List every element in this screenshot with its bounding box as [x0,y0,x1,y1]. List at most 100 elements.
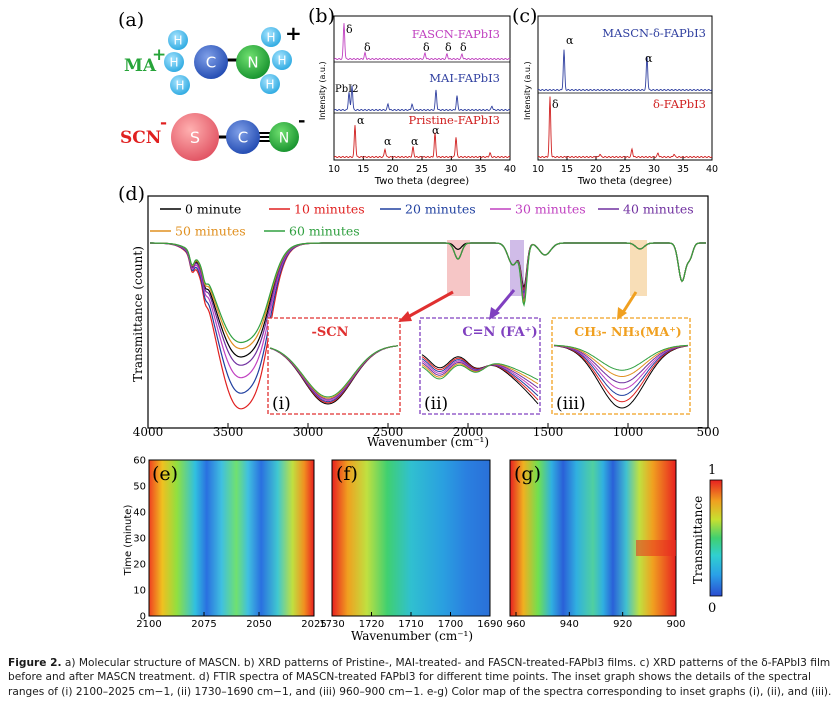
ma-molecule: H H H C N H H H [164,27,292,95]
tick-label: 1700 [438,619,463,630]
colormap-e [148,459,315,617]
panel-f-label: (f) [336,463,358,485]
colormap-g [509,459,677,617]
tick-label: 0 [140,612,146,623]
tick-label: 10 [532,164,544,175]
legend-label: 0 minute [185,202,241,217]
tick-label: 1690 [477,619,502,630]
c-atom [194,45,228,79]
scn-label: SCN [120,128,161,148]
tick-label: 1000 [613,425,644,439]
panel-b: (b) Intensity (a.u.) Two theta (degree) … [308,5,516,187]
ma-charge: + [152,45,166,65]
tick-label: 40 [504,164,516,175]
scn-molecule: S C N [171,113,299,161]
legend-label: 60 minutes [289,224,360,239]
h-atom [170,75,190,95]
trace-label-mascn-delta: MASCN-δ-FAPbI3 [602,26,706,40]
h-atom [260,74,280,94]
atom-label: S [190,128,200,147]
n-atom [269,122,299,152]
h-atom [168,30,188,50]
caption-text: a) Molecular structure of MASCN. b) XRD … [8,657,832,698]
atom-label: H [173,34,182,48]
tick-label: 2100 [136,619,161,630]
inset-i: -SCN (i) [267,317,401,415]
peak-annotation: α [384,135,392,148]
c-atom [226,120,260,154]
panel-c: (c) Intensity (a.u.) Two theta (degree) … [512,5,718,187]
trace-label-mai: MAI-FAPbI3 [429,71,500,85]
tick-label: 35 [677,164,689,175]
peak-annotation: α [357,114,365,127]
tick-label: 25 [416,164,428,175]
tick-label: 940 [560,619,579,630]
atom-label: H [169,56,178,70]
tick-label: 20 [387,164,399,175]
atom-label: H [277,54,286,68]
tick-label: 2500 [373,425,404,439]
tick-label: 1730 [319,619,344,630]
caption-label: Figure 2. [8,657,62,669]
legend-item: 30 minutes [490,202,586,217]
h-atom [261,27,281,47]
tick-label: 3000 [293,425,324,439]
inset-label: (i) [272,394,291,414]
tick-label: 60 [133,456,146,467]
panel-d: (d) Transmittance (count) Wavenumber (cm… [118,183,719,449]
peak-annotation: α [645,52,653,65]
panel-b-ylabel: Intensity (a.u.) [318,61,327,120]
n-atom [236,45,270,79]
tick-label: 15 [561,164,573,175]
atom-label: H [265,78,274,92]
trace-label-fascn: FASCN-FAPbI3 [412,27,500,41]
inset-curve [554,344,688,371]
panel-b-xlabel: Two theta (degree) [374,176,470,187]
inset-curve [553,345,689,409]
peak-annotation: δ [346,23,353,36]
colorbar-label: Transmittance [691,496,705,584]
ma-plus-sign: + [285,21,302,45]
panel-a-label: (a) [118,9,144,31]
legend-label: 20 minutes [405,202,476,217]
legend-label: 40 minutes [623,202,694,217]
xrd-trace-mascn-delta [537,49,713,91]
tick-label: 2050 [246,619,271,630]
inset-label: (ii) [424,394,448,414]
tick-label: 30 [445,164,457,175]
inset-curve [553,345,689,390]
tick-label: 2000 [453,425,484,439]
tick-label: 1710 [398,619,423,630]
tick-label: 35 [475,164,487,175]
atom-label: H [266,31,275,45]
highlight-band-scn [447,240,470,296]
ma-label: MA [124,56,157,76]
trace-label-pristine: Pristine-FAPbI3 [409,113,500,127]
tick-label: 3500 [213,425,244,439]
legend-item: 10 minutes [269,202,365,217]
inset-title: C=N (FA⁺) [462,325,537,340]
efg-ylabel: Time (minute) [123,505,134,577]
ftir-legend: 0 minute 10 minutes 20 minutes 30 minute… [150,202,694,239]
tick-label: 10 [328,164,340,175]
scn-minus-sign: - [298,110,305,131]
atom-label: C [238,129,248,147]
peak-annotation: α [432,124,440,137]
peak-annotation: δ [552,98,559,111]
xrd-trace-delta [537,96,713,158]
panel-c-ylabel: Intensity (a.u.) [523,61,532,120]
colormap-f [331,459,491,617]
tick-label: 40 [706,164,718,175]
atom-label: N [247,54,258,72]
tick-label: 50 [133,482,146,493]
tick-label: 15 [357,164,369,175]
peak-annotation: δ [445,41,452,54]
inset-curve [554,345,689,396]
legend-item: 0 minute [160,202,241,217]
peak-annotation: α [411,135,419,148]
inset-title: CH₃- NH₃(MA⁺) [574,324,681,339]
trace-label-delta: δ-FAPbI3 [653,97,706,111]
inset-title: -SCN [311,325,348,340]
